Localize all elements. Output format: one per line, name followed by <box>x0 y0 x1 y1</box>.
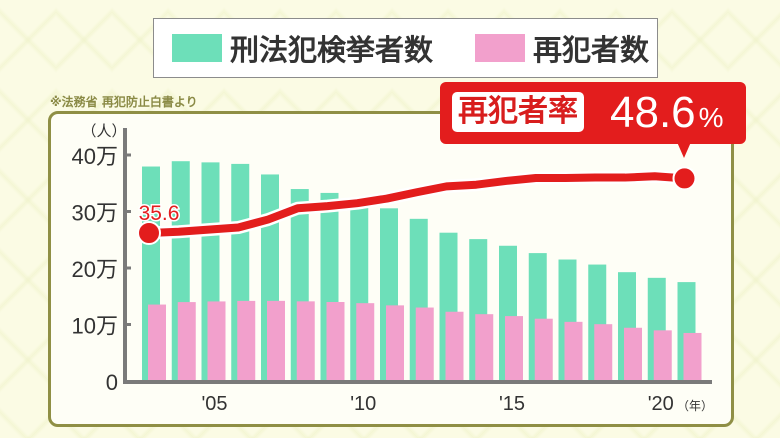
legend: 刑法犯検挙者数 再犯者数 <box>153 18 658 78</box>
bar-recidivists-2014 <box>475 314 494 381</box>
axes-layer: 0 10万 20万 30万 40万 '05 '10 '15 '20 <box>72 128 712 415</box>
x-tick-label: '20 <box>648 393 674 415</box>
bar-recidivists-2007 <box>267 300 285 381</box>
bar-recidivists-2017 <box>564 321 583 381</box>
source-note: ※法務省 再犯防止白書より <box>50 95 198 109</box>
rate-callout: 再犯者率 48.6% <box>440 82 746 158</box>
callout-label: 再犯者率 <box>452 92 584 132</box>
rate-line <box>145 172 689 237</box>
legend-label-arrests: 刑法犯検挙者数 <box>230 32 434 67</box>
bar-recidivists-2015 <box>505 316 523 381</box>
callout-value-wrap: 48.6% <box>610 84 724 147</box>
legend-item-recidivists: 再犯者数 <box>475 19 649 76</box>
x-tick-label: '15 <box>499 393 525 415</box>
x-tick-label: '10 <box>350 393 376 415</box>
rate-point-end <box>672 166 697 191</box>
bar-recidivists-2021 <box>683 332 702 381</box>
bar-recidivists-2008 <box>296 301 315 381</box>
bar-recidivists-2013 <box>445 311 464 381</box>
rate-data-label: 35.6 <box>139 202 180 225</box>
rate-point-start <box>137 221 161 245</box>
legend-label-recidivists: 再犯者数 <box>533 32 650 67</box>
bar-recidivists-2010 <box>356 303 375 381</box>
x-tick-label: '05 <box>201 393 227 415</box>
callout-unit: % <box>698 102 724 133</box>
y-unit-label: （人） <box>81 122 126 140</box>
y-tick-label: 40万 <box>72 144 118 169</box>
bar-recidivists-2016 <box>534 318 553 381</box>
bar-recidivists-2020 <box>653 330 672 381</box>
y-tick-label: 0 <box>106 370 118 395</box>
bar-recidivists-2005 <box>207 301 226 381</box>
bar-recidivists-2011 <box>386 305 404 381</box>
bar-recidivists-2006 <box>237 300 256 381</box>
bar-recidivists-2003 <box>148 304 166 381</box>
bar-recidivists-2009 <box>326 302 345 381</box>
bar-recidivists-2012 <box>415 307 434 381</box>
bars-layer <box>142 161 702 381</box>
callout-value: 48.6 <box>610 88 696 137</box>
callout-pointer <box>677 142 691 158</box>
legend-swatch-recidivists <box>475 33 525 62</box>
y-tick-label: 10万 <box>72 314 118 339</box>
legend-item-arrests: 刑法犯検挙者数 <box>172 19 433 76</box>
x-unit-label: （年） <box>677 399 713 413</box>
y-tick-label: 30万 <box>72 201 118 226</box>
bar-recidivists-2004 <box>177 302 196 381</box>
rate-line-layer: 35.6 <box>137 166 697 245</box>
legend-swatch-arrests <box>172 33 222 62</box>
bar-recidivists-2019 <box>624 327 642 381</box>
bar-recidivists-2018 <box>594 324 613 381</box>
y-tick-label: 20万 <box>72 257 118 282</box>
